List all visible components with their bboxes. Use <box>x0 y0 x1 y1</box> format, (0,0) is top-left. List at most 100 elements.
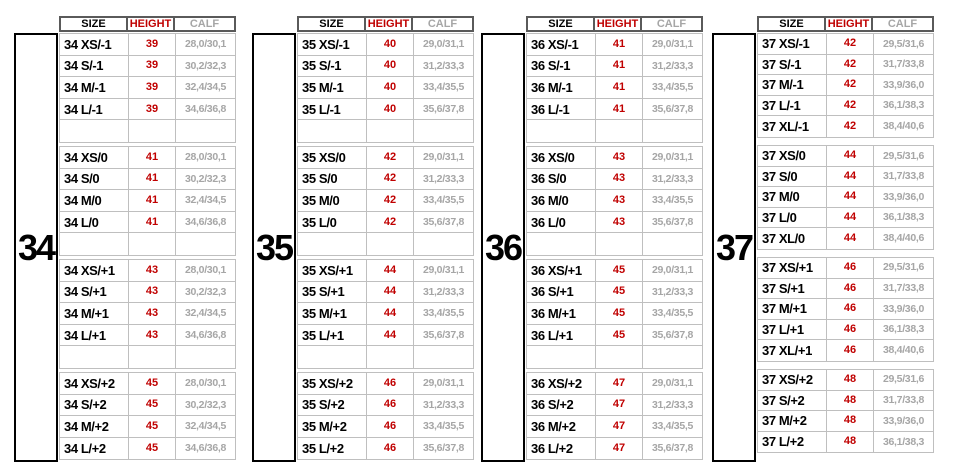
height-cell: 46 <box>367 437 414 460</box>
size-cell: 37 XS/0 <box>758 145 827 166</box>
table-row: 34 S/0 41 30,2/32,3 <box>60 168 235 191</box>
height-cell: 43 <box>129 281 176 303</box>
table-row: 34 S/+1 43 30,2/32,3 <box>60 281 235 304</box>
empty-cell <box>643 120 702 142</box>
height-cell: 44 <box>827 207 874 228</box>
calf-cell: 31,2/33,3 <box>422 398 465 411</box>
table-row: 35 S/+2 46 31,2/33,3 <box>298 394 473 417</box>
blank-spacer-row <box>60 346 235 368</box>
empty-cell <box>596 120 643 142</box>
calf-cell: 29,5/31,6 <box>882 149 925 162</box>
blank-spacer-row <box>527 120 702 142</box>
size-cell: 35 S/+1 <box>298 281 367 303</box>
size-section: 35 XS/-1 40 29,0/31,1 35 S/-1 40 31,2/33,3 35 … <box>297 33 474 143</box>
table-row: 35 L/+2 46 35,6/37,8 <box>298 437 473 460</box>
size-column-header: SIZE <box>757 16 826 32</box>
calf-cell: 30,2/32,3 <box>184 59 227 72</box>
height-cell: 39 <box>129 55 176 77</box>
size-cell: 34 XS/-1 <box>60 34 129 55</box>
height-cell: 48 <box>827 431 874 453</box>
table-row: 34 L/+1 43 34,6/36,8 <box>60 324 235 347</box>
size-section: 34 XS/+1 43 28,0/30,1 34 S/+1 43 30,2/32,3 34 … <box>59 258 236 369</box>
calf-cell: 29,5/31,6 <box>882 373 925 386</box>
calf-cell: 29,0/31,1 <box>651 151 694 164</box>
calf-cell: 33,4/35,5 <box>422 81 465 94</box>
table-row: 35 M/0 42 33,4/35,5 <box>298 190 473 212</box>
size-cell: 36 S/0 <box>527 168 596 190</box>
table-body: 34 XS/-1 39 28,0/30,1 34 S/-1 39 30,2/32,3 34 … <box>59 33 236 461</box>
size-cell: 34 L/0 <box>60 211 129 233</box>
table-row: 37 XS/+2 48 29,5/31,6 <box>758 369 933 391</box>
calf-cell: 34,6/36,8 <box>184 215 227 228</box>
size-cell: 36 M/+1 <box>527 303 596 324</box>
height-cell: 41 <box>129 168 176 190</box>
size-cell: 35 L/0 <box>298 211 367 233</box>
table-row: 36 L/-1 41 35,6/37,8 <box>527 98 702 121</box>
size-cell: 34 M/+1 <box>60 303 129 324</box>
table-row: 37 M/-1 42 33,9/36,0 <box>758 75 933 96</box>
empty-cell <box>176 233 235 255</box>
calf-cell: 30,2/32,3 <box>184 285 227 298</box>
empty-cell <box>129 233 176 255</box>
height-cell: 45 <box>129 372 176 394</box>
calf-column-header: CALF <box>411 16 474 32</box>
empty-cell <box>527 233 596 255</box>
height-cell: 46 <box>827 257 874 278</box>
height-cell: 46 <box>367 372 414 394</box>
table-row: 36 XS/0 43 29,0/31,1 <box>527 146 702 169</box>
height-cell: 43 <box>596 211 643 233</box>
calf-cell: 36,1/38,3 <box>882 435 925 448</box>
size-number-box: 34 <box>14 33 58 462</box>
table-row: 36 XS/+1 45 29,0/31,1 <box>527 259 702 282</box>
size-cell: 36 L/-1 <box>527 98 596 120</box>
calf-cell: 30,2/32,3 <box>184 172 227 185</box>
height-cell: 46 <box>367 416 414 437</box>
table-header: SIZE HEIGHT CALF <box>757 16 934 32</box>
table-row: 37 XL/+1 46 38,4/40,6 <box>758 340 933 361</box>
size-cell: 36 XS/+2 <box>527 372 596 394</box>
size-cell: 37 L/-1 <box>758 95 827 116</box>
height-cell: 45 <box>129 437 176 460</box>
calf-cell: 33,9/36,0 <box>882 302 925 315</box>
size-section: 34 XS/+2 45 28,0/30,1 34 S/+2 45 30,2/32,3 34 … <box>59 371 236 461</box>
size-cell: 34 L/+1 <box>60 324 129 346</box>
table-row: 35 M/-1 40 33,4/35,5 <box>298 77 473 99</box>
calf-cell: 34,6/36,8 <box>184 102 227 115</box>
table-row: 37 S/+1 46 31,7/33,8 <box>758 278 933 300</box>
height-cell: 40 <box>367 98 414 120</box>
size-cell: 35 S/0 <box>298 168 367 190</box>
height-cell: 41 <box>596 55 643 77</box>
calf-cell: 32,4/34,5 <box>184 194 227 207</box>
empty-cell <box>527 120 596 142</box>
table-row: 34 M/-1 39 32,4/34,5 <box>60 77 235 99</box>
height-cell: 40 <box>367 55 414 77</box>
blank-spacer-row <box>298 233 473 255</box>
size-cell: 35 XS/+1 <box>298 259 367 281</box>
calf-cell: 38,4/40,6 <box>882 120 925 133</box>
size-section: 35 XS/0 42 29,0/31,1 35 S/0 42 31,2/33,3 35 M/… <box>297 145 474 256</box>
size-cell: 34 S/+1 <box>60 281 129 303</box>
height-cell: 40 <box>367 34 414 55</box>
calf-cell: 29,5/31,6 <box>882 261 925 274</box>
size-cell: 37 XL/+1 <box>758 340 827 361</box>
size-cell: 37 XL/0 <box>758 228 827 249</box>
blank-spacer-row <box>298 120 473 142</box>
size-cell: 35 M/-1 <box>298 77 367 98</box>
calf-column-header: CALF <box>173 16 236 32</box>
height-cell: 48 <box>827 411 874 431</box>
table-row: 35 L/0 42 35,6/37,8 <box>298 211 473 234</box>
table-header: SIZE HEIGHT CALF <box>297 16 474 32</box>
height-cell: 43 <box>596 146 643 168</box>
calf-cell: 35,6/37,8 <box>651 442 694 455</box>
calf-cell: 31,2/33,3 <box>651 59 694 72</box>
calf-cell: 35,6/37,8 <box>422 442 465 455</box>
size-section: 37 XS/+2 48 29,5/31,6 37 S/+2 48 31,7/33,8 37 … <box>757 368 934 454</box>
height-cell: 44 <box>367 259 414 281</box>
size-number-label: 34 <box>17 226 56 268</box>
size-number-label: 37 <box>715 226 754 268</box>
size-number-box: 37 <box>712 33 756 462</box>
table-row: 34 XS/+1 43 28,0/30,1 <box>60 259 235 282</box>
empty-cell <box>367 233 414 255</box>
size-cell: 36 L/0 <box>527 211 596 233</box>
table-row: 37 L/0 44 36,1/38,3 <box>758 207 933 229</box>
